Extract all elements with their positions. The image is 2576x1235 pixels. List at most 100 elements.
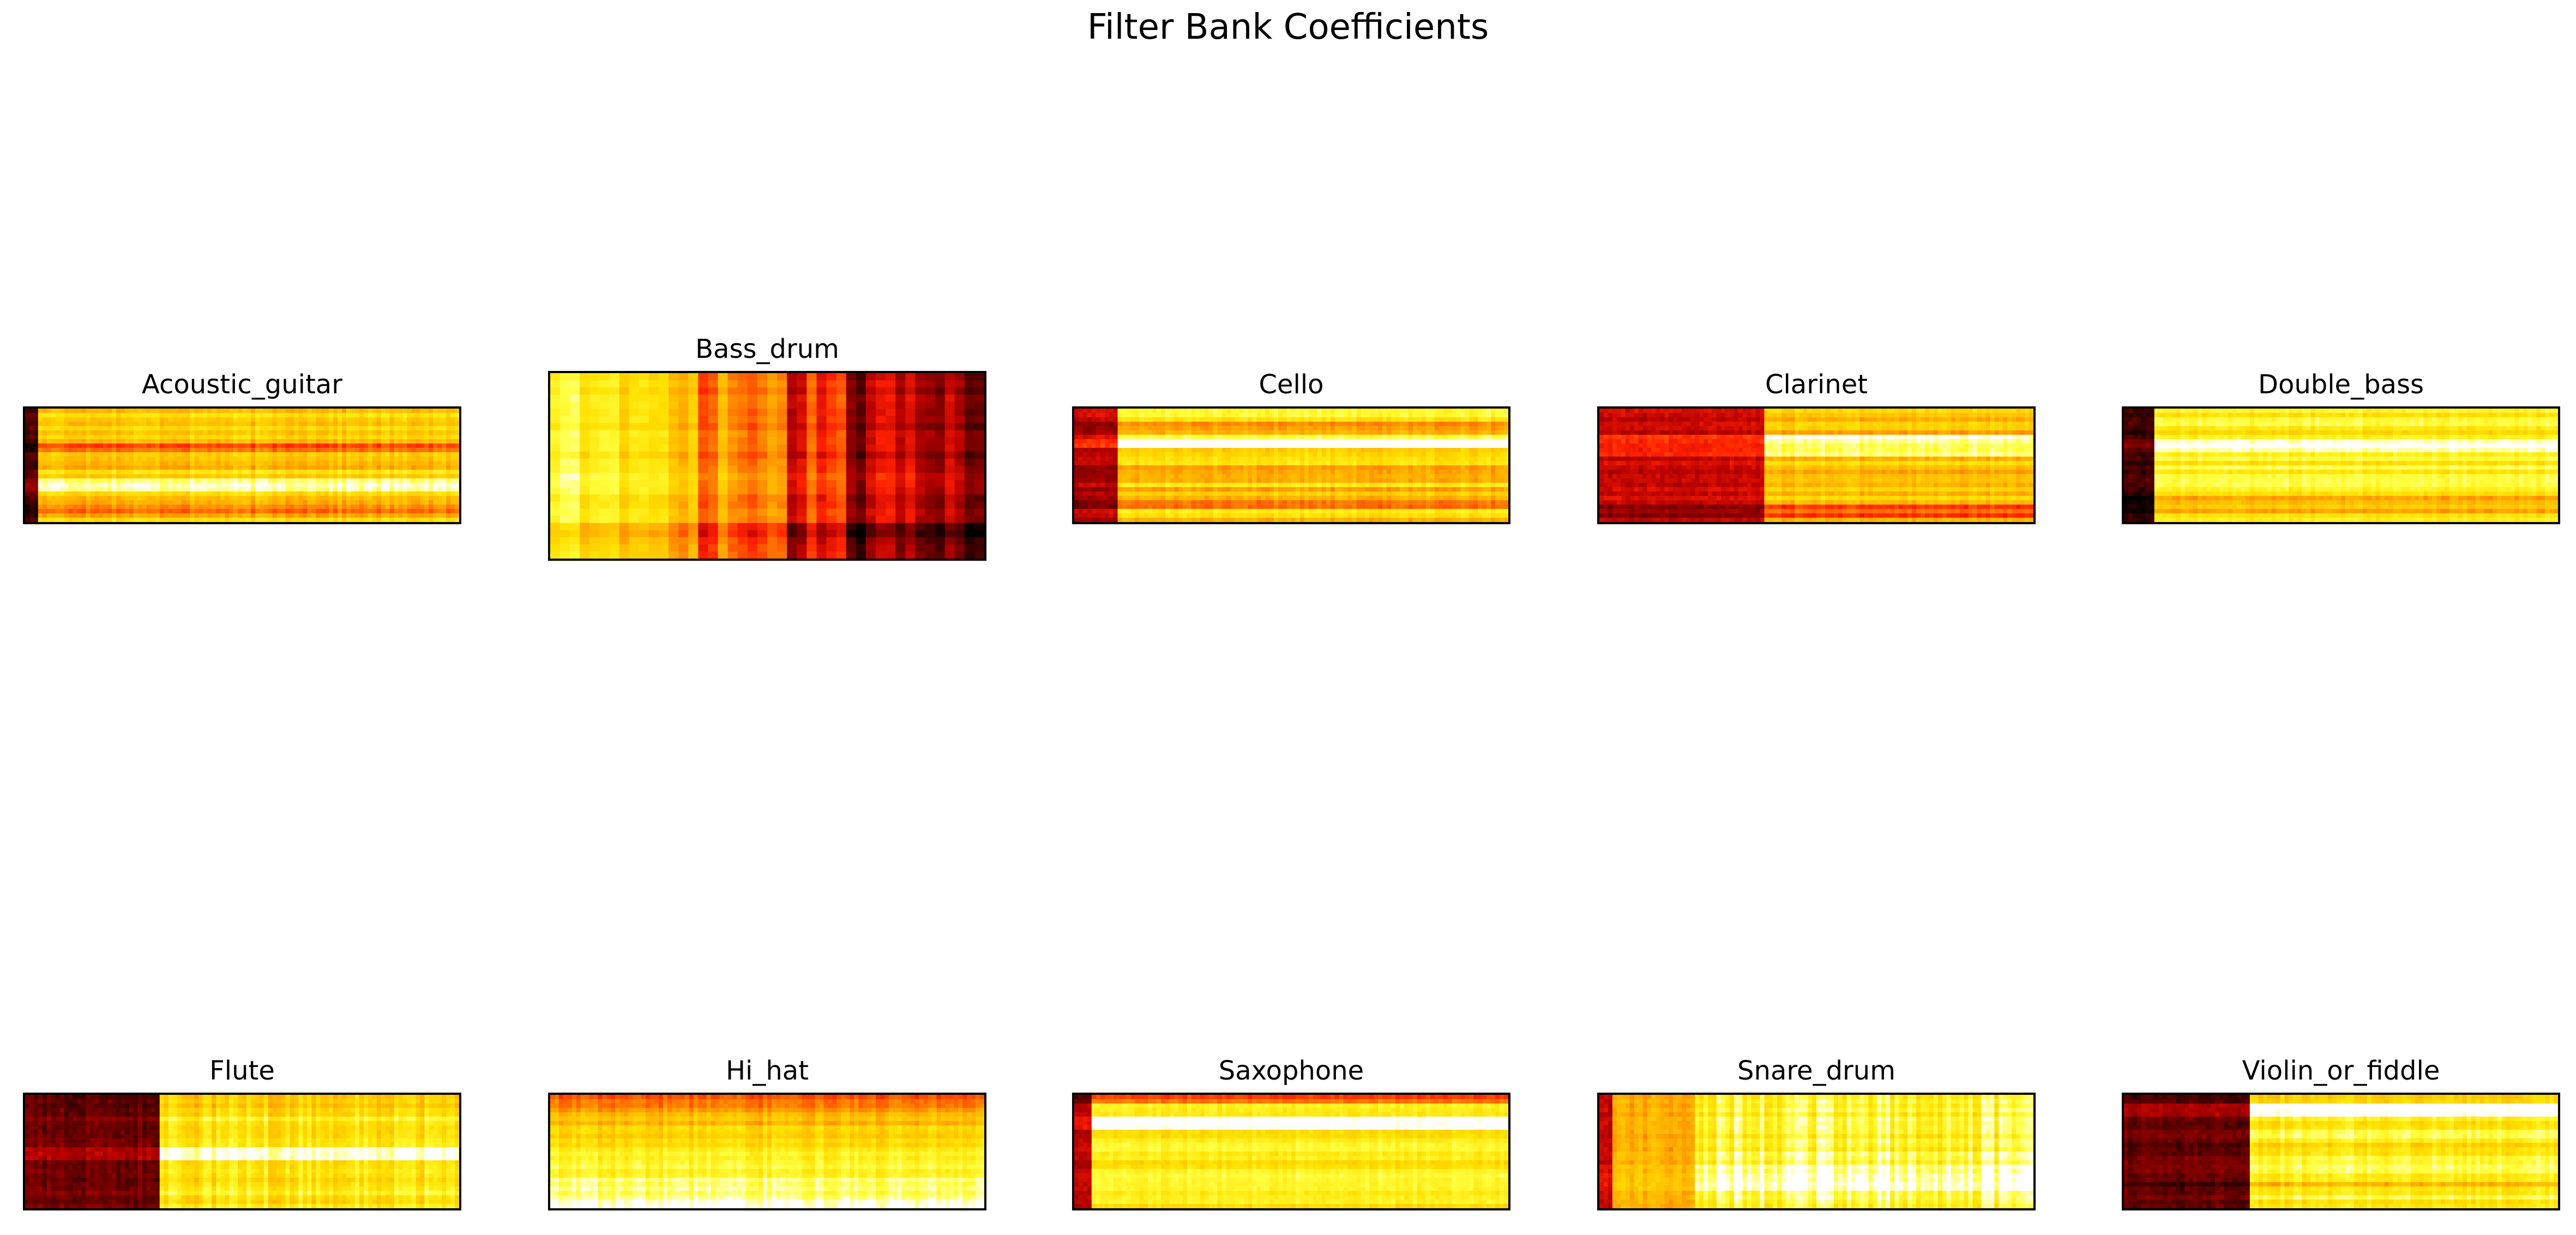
heatmap-cell <box>944 515 955 524</box>
heatmap-cell <box>346 457 351 461</box>
heatmap-cell <box>560 544 571 552</box>
heatmap-cell <box>1504 439 1508 444</box>
heatmap-cell <box>433 457 438 461</box>
heatmap-cell <box>398 457 403 461</box>
heatmap-cell <box>767 373 778 381</box>
heatmap-cell <box>678 387 689 395</box>
heatmap-cell <box>338 483 342 488</box>
heatmap-cell <box>329 413 334 418</box>
heatmap-cell <box>1326 417 1331 422</box>
heatmap-cell <box>678 473 689 481</box>
heatmap-cell <box>137 461 143 466</box>
heatmap-cell <box>137 422 143 427</box>
heatmap-cell <box>381 457 386 461</box>
heatmap-cell <box>915 523 926 531</box>
heatmap-cell <box>816 523 827 531</box>
heatmap-cell <box>1208 426 1214 431</box>
heatmap-cell <box>207 430 212 435</box>
heatmap-cell <box>307 491 312 496</box>
heatmap-cell <box>411 474 416 479</box>
heatmap-cell <box>207 426 212 431</box>
heatmap-cell <box>190 413 195 418</box>
heatmap-cell <box>550 394 561 402</box>
heatmap-cell <box>229 483 234 488</box>
heatmap-cell <box>137 500 143 505</box>
heatmap-cell <box>1157 426 1161 431</box>
heatmap-cell <box>865 480 876 488</box>
heatmap-cell <box>121 443 125 448</box>
heatmap-cell <box>363 505 369 509</box>
heatmap-cell <box>856 480 866 488</box>
heatmap-cell <box>450 483 455 488</box>
heatmap-cell <box>346 430 351 435</box>
heatmap-cell <box>372 461 377 466</box>
heatmap-cell <box>424 426 429 431</box>
heatmap-cell <box>1161 439 1166 444</box>
heatmap-cell <box>107 409 112 413</box>
heatmap-cell <box>198 439 203 444</box>
heatmap-cell <box>372 474 377 479</box>
heatmap-cell <box>1334 430 1339 435</box>
heatmap-cell <box>688 394 699 402</box>
heatmap-cell <box>550 423 561 431</box>
heatmap-cell <box>172 496 177 501</box>
heatmap-cell <box>1347 426 1352 431</box>
heatmap-cell <box>1452 452 1456 457</box>
heatmap-cell <box>346 474 351 479</box>
heatmap-cell <box>437 513 442 518</box>
heatmap-cell <box>1191 409 1196 413</box>
heatmap-cell <box>1287 417 1292 422</box>
heatmap-cell <box>1500 426 1504 431</box>
heatmap-cell <box>787 508 798 517</box>
heatmap-cell <box>90 452 95 457</box>
heatmap-cell <box>1152 422 1157 427</box>
heatmap-cell <box>207 496 212 501</box>
heatmap-cell <box>354 452 360 457</box>
heatmap-cell <box>1243 426 1248 431</box>
heatmap-cell <box>1425 452 1431 457</box>
heatmap-cell <box>1504 448 1508 453</box>
heatmap-cell <box>1226 443 1231 448</box>
heatmap-cell <box>1170 461 1175 466</box>
heatmap-cell <box>129 417 134 422</box>
heatmap-cell <box>747 530 758 538</box>
heatmap-cell <box>146 457 152 461</box>
heatmap-cell <box>1343 422 1348 427</box>
heatmap-cell <box>1404 413 1409 418</box>
heatmap-cell <box>1113 430 1118 435</box>
heatmap-cell <box>974 537 984 545</box>
heatmap-cell <box>121 509 125 514</box>
heatmap-cell <box>433 474 438 479</box>
heatmap-cell <box>359 513 364 518</box>
heatmap-cell <box>238 505 243 509</box>
heatmap-cell <box>619 394 630 402</box>
heatmap-cell <box>437 422 442 427</box>
heatmap-cell <box>905 523 916 531</box>
heatmap-cell <box>1204 426 1209 431</box>
heatmap-cell <box>73 518 77 522</box>
heatmap-cell <box>307 409 312 413</box>
heatmap-cell <box>688 416 699 424</box>
heatmap-cell <box>1195 435 1201 440</box>
heatmap-cell <box>107 500 112 505</box>
heatmap-cell <box>865 423 876 431</box>
heatmap-cell <box>806 380 817 388</box>
heatmap-cell <box>1374 426 1379 431</box>
heatmap-cell <box>757 515 768 524</box>
heatmap-cell <box>639 380 649 388</box>
heatmap-cell <box>320 483 325 488</box>
heatmap-cell <box>1082 439 1088 444</box>
heatmap-cell <box>678 373 689 381</box>
heatmap-cell <box>190 470 195 475</box>
heatmap-cell <box>194 491 199 496</box>
heatmap-cell <box>629 394 640 402</box>
heatmap-cell <box>659 437 669 445</box>
heatmap-cell <box>455 439 459 444</box>
heatmap-cell <box>1226 422 1231 427</box>
heatmap-cell <box>416 461 420 466</box>
heatmap-cell <box>311 439 316 444</box>
heatmap-cell <box>29 430 34 435</box>
heatmap-cell <box>394 426 399 431</box>
heatmap-cell <box>354 500 360 505</box>
heatmap-cell <box>33 457 39 461</box>
